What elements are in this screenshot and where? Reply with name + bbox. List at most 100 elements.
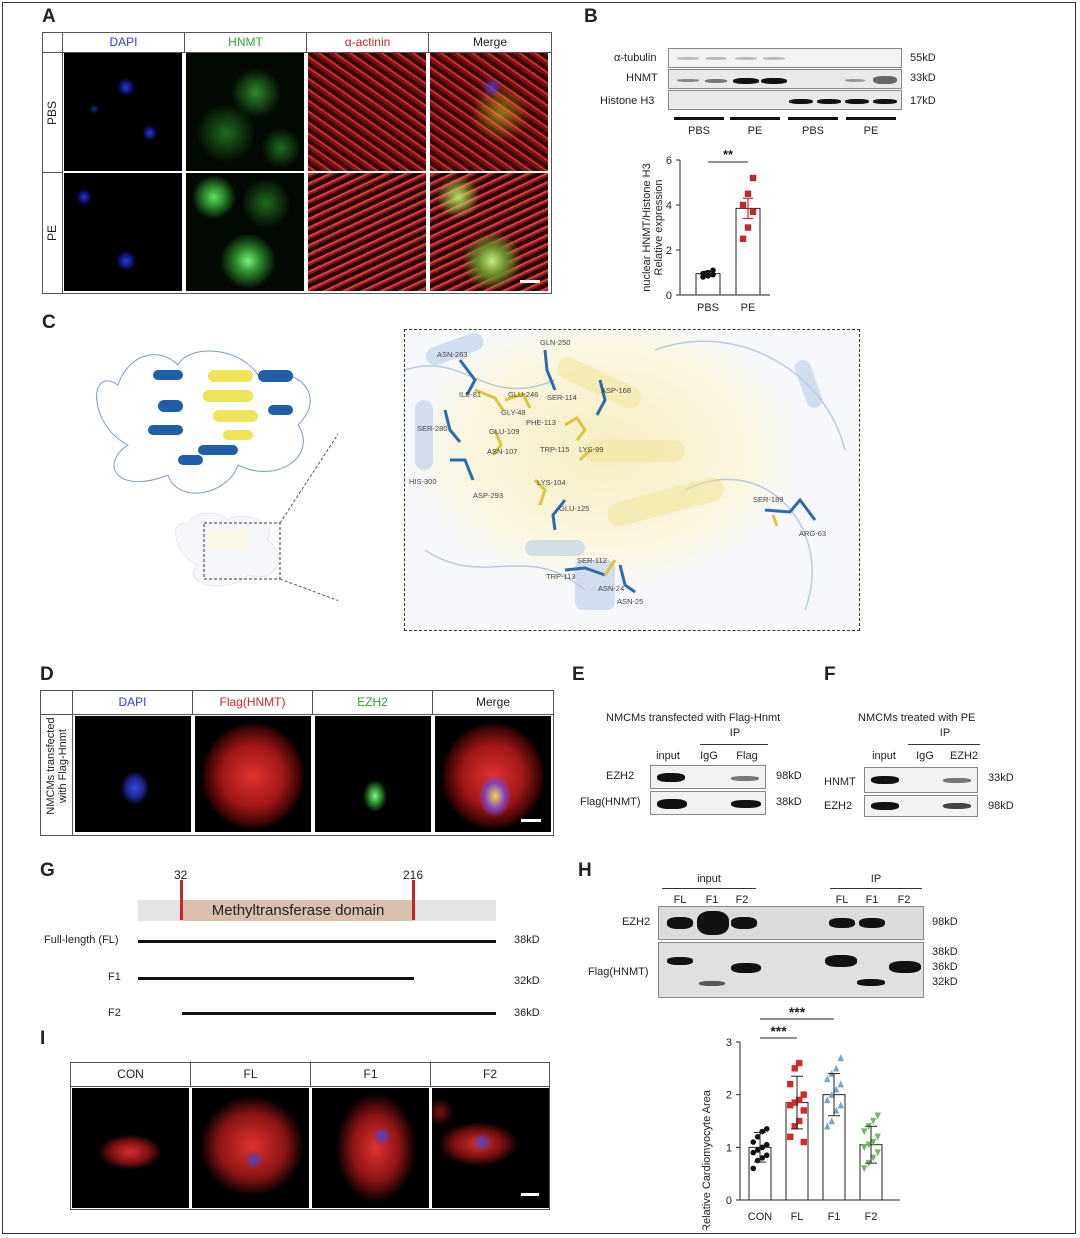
- panel-a: DAPI HNMT α-actinin Merge PBS PE: [42, 32, 552, 294]
- col-header-dapi: DAPI: [63, 33, 185, 53]
- y-axis-label: Relative expression: [653, 180, 665, 276]
- data-point: [824, 1122, 831, 1130]
- scale-bar: [520, 280, 540, 283]
- x-tick-label: FL: [791, 1211, 804, 1223]
- domain-end: 216: [403, 868, 424, 882]
- y-tick-label: 0: [666, 290, 672, 302]
- micrograph-d-dapi: [75, 716, 191, 832]
- panel-d: DAPI Flag(HNMT) EZH2 Merge NMCMs transfe…: [40, 690, 554, 836]
- panel-f-title: NMCMs treated with PE: [858, 712, 976, 724]
- micrograph-a-merge-pe: [430, 173, 548, 291]
- panel-e-size-98: 98kD: [776, 770, 802, 782]
- blot-label-hnmt: HNMT: [626, 72, 658, 84]
- panel-letter-e: E: [572, 664, 585, 685]
- col-header-f2: F2: [431, 1063, 549, 1087]
- data-point: [705, 269, 711, 276]
- data-point: [754, 1147, 761, 1153]
- panel-e-lane-igg: IgG: [700, 750, 718, 762]
- panel-h-size-38: 38kD: [932, 946, 958, 958]
- data-point: [874, 1112, 881, 1120]
- data-point: [870, 1154, 877, 1162]
- micrograph-a-hnmt-pbs: [186, 53, 304, 171]
- residue-label: SER-114: [547, 393, 577, 402]
- data-point: [739, 235, 747, 242]
- scale-bar: [521, 819, 541, 822]
- data-point: [833, 1064, 840, 1072]
- panel-letter-c: C: [42, 312, 56, 333]
- panel-h-lane-4: FL: [835, 894, 849, 906]
- blot-label-histone: Histone H3: [600, 95, 655, 107]
- micrograph-i-con: [72, 1088, 189, 1208]
- residue-label: ASP-293: [473, 491, 503, 500]
- domain-start-marker: [180, 880, 183, 920]
- data-point: [750, 1139, 757, 1145]
- data-point: [796, 1117, 803, 1125]
- panel-h-row-ezh2: EZH2: [622, 916, 651, 928]
- blot-h-ezh2: [658, 906, 924, 940]
- blot-label-tubulin: α-tubulin: [614, 52, 657, 64]
- micrograph-i-f1: [312, 1088, 429, 1208]
- residue-label: ASN-263: [437, 350, 467, 359]
- data-point: [828, 1090, 835, 1098]
- micrograph-a-dapi-pe: [64, 173, 182, 291]
- data-point: [750, 1165, 757, 1172]
- panel-h-lane-1: FL: [673, 894, 687, 906]
- data-point: [837, 1054, 844, 1061]
- col-header-merge-d: Merge: [433, 691, 553, 715]
- significance-label: **: [723, 147, 734, 162]
- col-header-merge: Merge: [429, 33, 551, 53]
- residue-label: GLY-48: [501, 408, 526, 417]
- data-point: [874, 1149, 881, 1157]
- domain-label: Methyltransferase domain: [211, 902, 385, 919]
- micrograph-a-dapi-pbs: [64, 53, 182, 171]
- residue-label: GLU-125: [559, 504, 589, 513]
- blot-e-ezh2: [650, 765, 766, 789]
- panel-i: CON FL F1 F2: [70, 1062, 550, 1210]
- col-header-con: CON: [71, 1063, 191, 1087]
- data-point: [865, 1141, 872, 1149]
- y-tick-label: 1: [726, 1142, 732, 1154]
- group-label-b-3: PBS: [801, 125, 824, 137]
- data-point: [749, 208, 757, 215]
- residue-label: ASN-25: [617, 597, 643, 606]
- binding-site-svg: ASN-263 GLN-250 ILE-81 GLU-246 GLY-48 SE…: [405, 332, 846, 611]
- micrograph-a-hnmt-pe: [186, 173, 304, 291]
- data-point: [791, 1123, 798, 1130]
- data-point: [744, 190, 752, 197]
- residue-label: SER-189: [753, 495, 783, 504]
- data-point: [759, 1144, 766, 1151]
- data-point: [861, 1128, 868, 1136]
- data-point: [824, 1075, 831, 1083]
- y-axis-label: Relative Cardiomyocyte Area: [701, 1089, 713, 1230]
- panel-letter-b: B: [584, 6, 598, 27]
- data-point: [791, 1065, 798, 1072]
- construct-f2-line: [182, 1012, 496, 1015]
- row-label-d-2: with Flag-Hnmt: [57, 729, 69, 803]
- group-label-b-1: PBS: [687, 125, 710, 137]
- data-point: [874, 1133, 881, 1141]
- panel-f-size-98: 98kD: [988, 800, 1014, 812]
- col-header-dapi-d: DAPI: [73, 691, 193, 715]
- panel-e-title: NMCMs transfected with Flag-Hnmt: [606, 712, 781, 724]
- panel-f-ip: IP: [939, 727, 951, 739]
- data-point: [739, 201, 747, 209]
- data-point: [787, 1080, 794, 1088]
- x-tick-label: PBS: [697, 302, 719, 314]
- blot-b-hnmt: [668, 69, 902, 89]
- construct-f2-label: F2: [108, 1007, 121, 1019]
- data-point: [861, 1165, 868, 1173]
- data-point: [759, 1155, 766, 1161]
- group-label-b-2: PE: [747, 125, 763, 137]
- methyltransferase-domain: [182, 900, 414, 921]
- construct-fl-line: [138, 940, 496, 943]
- data-point: [763, 1126, 770, 1132]
- protein-structure-overview: [96, 350, 338, 602]
- y-tick-label: 3: [726, 1037, 732, 1049]
- panel-h-size-36: 36kD: [932, 961, 958, 973]
- panel-letter-a: A: [42, 6, 56, 27]
- data-point: [749, 174, 757, 182]
- residue-label: ASN-24: [598, 584, 624, 593]
- residue-label: GLN-250: [540, 338, 570, 347]
- y-tick-label: 4: [666, 200, 672, 212]
- panel-e-row-ezh2: EZH2: [606, 770, 635, 782]
